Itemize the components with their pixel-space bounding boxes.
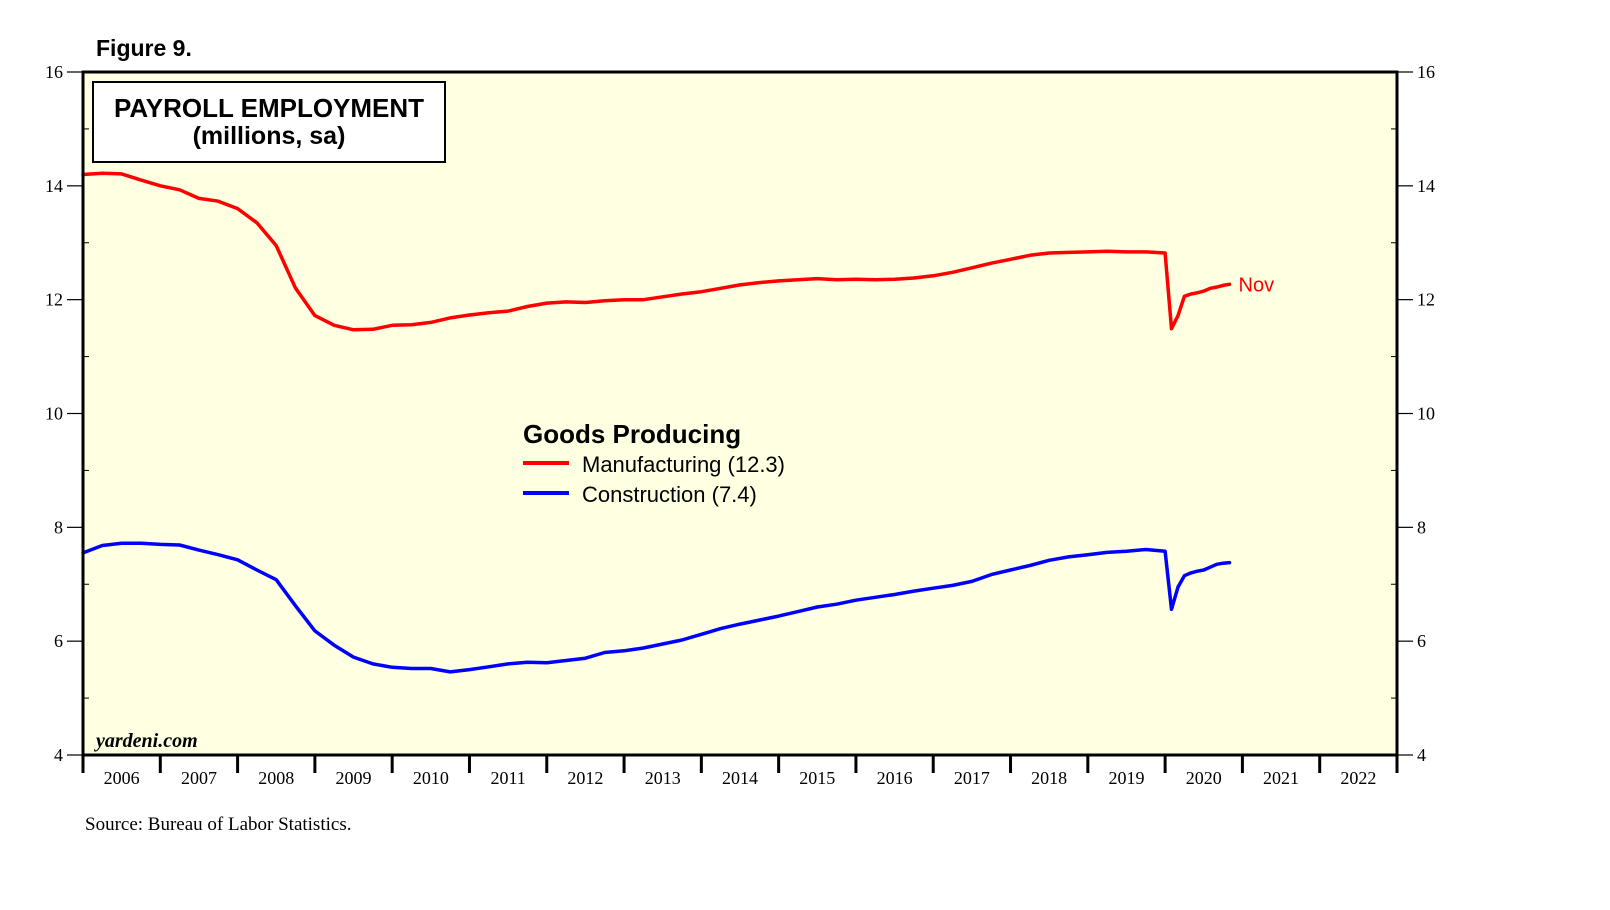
series-line-manufacturing [81,171,1232,332]
x-tick-label: 2015 [799,768,835,788]
x-tick-label: 2018 [1031,768,1067,788]
x-tick-label: 2006 [104,768,140,788]
legend-title: Goods Producing [523,419,741,449]
series-end-label-nov: Nov [1239,274,1275,296]
y-axis-left: 4 6 8 10 12 14 16 [45,62,89,765]
legend-label-manufacturing: Manufacturing (12.3) [582,452,785,477]
y-tick-label-right: 16 [1417,62,1435,82]
x-tick-label: 2012 [567,768,603,788]
y-tick-label-right: 6 [1417,631,1426,651]
x-tick-label: 2009 [336,768,372,788]
title-box: PAYROLL EMPLOYMENT (millions, sa) [92,81,446,163]
y-tick-label-left: 8 [54,517,63,537]
series-line-construction [81,541,1232,674]
title-box-frame [92,81,446,163]
x-tick-label: 2022 [1340,768,1376,788]
x-tick-label: 2013 [645,768,681,788]
x-tick-label: 2021 [1263,768,1299,788]
y-tick-label-left: 16 [45,62,63,82]
plot-frame [81,70,1399,757]
y-tick-label-right: 4 [1417,745,1426,765]
x-tick-label: 2007 [181,768,217,788]
plot-background [83,72,1397,755]
x-tick-label: 2017 [954,768,990,788]
y-tick-label-left: 12 [45,290,63,310]
chart-subtitle: (millions, sa) [193,122,346,150]
y-tick-label-left: 6 [54,631,63,651]
y-tick-label-right: 14 [1417,176,1435,196]
legend: Goods Producing Manufacturing (12.3) Con… [523,419,785,507]
x-tick-label: 2008 [258,768,294,788]
legend-label-construction: Construction (7.4) [582,482,757,507]
y-tick-label-right: 12 [1417,290,1435,310]
y-axis-right: 4 6 8 10 12 14 16 [1391,62,1435,765]
x-tick-label: 2011 [490,768,525,788]
chart-title: PAYROLL EMPLOYMENT [114,93,424,123]
y-tick-label-left: 10 [45,404,63,424]
figure-label: Figure 9. [96,35,192,61]
x-tick-label: 2014 [722,768,758,788]
x-tick-label: 2010 [413,768,449,788]
x-tick-label: 2016 [877,768,913,788]
y-tick-label-right: 10 [1417,404,1435,424]
series-lines [81,171,1232,674]
x-tick-label: 2019 [1108,768,1144,788]
source-note: Source: Bureau of Labor Statistics. [85,814,351,835]
y-tick-label-left: 14 [45,176,63,196]
x-tick-label: 2020 [1186,768,1222,788]
y-tick-label-right: 8 [1417,517,1426,537]
y-tick-label-left: 4 [54,745,63,765]
watermark: yardeni.com [94,730,198,752]
x-axis: 2006 2007 2008 2009 2010 2011 2012 2013 2014 2015… [81,755,1399,788]
